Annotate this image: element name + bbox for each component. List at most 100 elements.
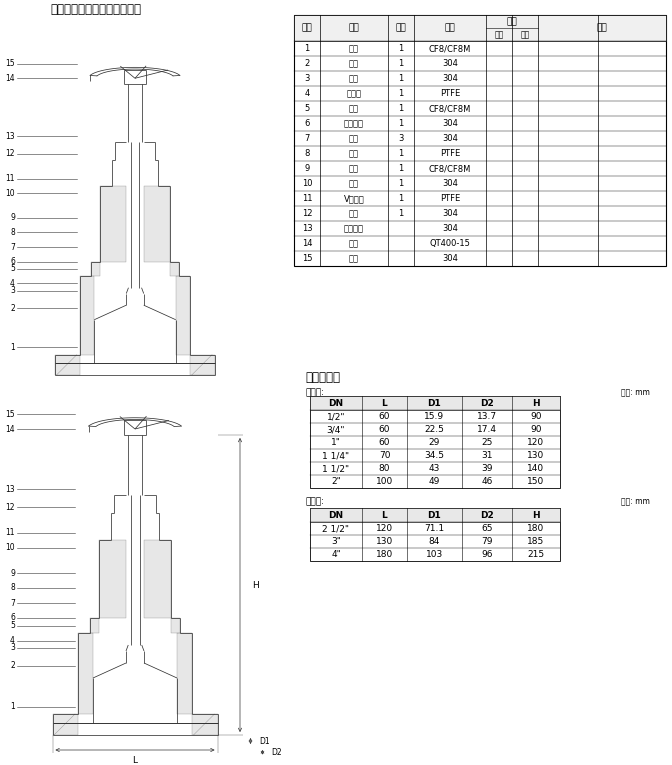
Text: 120: 120 — [528, 438, 544, 447]
Text: 1/2": 1/2" — [327, 412, 345, 421]
Bar — [294, 15, 666, 266]
Text: 线条: 线条 — [349, 149, 359, 158]
Text: 31: 31 — [481, 451, 493, 460]
Text: 1: 1 — [398, 149, 404, 158]
Text: 1: 1 — [398, 44, 404, 53]
Text: 71.1: 71.1 — [425, 524, 445, 533]
Text: L: L — [382, 399, 387, 408]
Text: L: L — [132, 756, 138, 765]
Text: 60: 60 — [379, 425, 390, 434]
Text: D2: D2 — [480, 510, 494, 519]
Text: 单位: mm: 单位: mm — [621, 497, 650, 506]
Text: H: H — [532, 510, 540, 519]
Polygon shape — [52, 714, 78, 735]
Text: 单位: mm: 单位: mm — [621, 389, 650, 398]
Text: 304: 304 — [442, 254, 458, 263]
Text: 185: 185 — [528, 537, 544, 546]
Text: 11: 11 — [5, 174, 15, 183]
Text: 1: 1 — [398, 179, 404, 188]
Text: 垫圈: 垫圈 — [349, 179, 359, 188]
Polygon shape — [55, 355, 80, 375]
Text: 2": 2" — [331, 477, 341, 486]
Polygon shape — [100, 186, 126, 262]
Text: 总计: 总计 — [520, 30, 530, 39]
Text: 螺母: 螺母 — [349, 254, 359, 263]
Text: 304: 304 — [442, 209, 458, 218]
Text: 1 1/2": 1 1/2" — [323, 464, 349, 473]
Text: 70: 70 — [379, 451, 390, 460]
Polygon shape — [177, 633, 192, 714]
Text: 14: 14 — [302, 239, 312, 248]
Text: 10: 10 — [302, 179, 312, 188]
Text: 数量: 数量 — [396, 24, 407, 32]
Text: PTFE: PTFE — [440, 194, 460, 203]
Text: 备注: 备注 — [597, 24, 607, 32]
Text: 材料: 材料 — [445, 24, 456, 32]
Bar — [310, 508, 560, 561]
Text: 120: 120 — [376, 524, 393, 533]
Text: 130: 130 — [528, 451, 544, 460]
Text: PTFE: PTFE — [440, 89, 460, 98]
Text: 100: 100 — [376, 477, 393, 486]
Text: 6: 6 — [304, 119, 310, 128]
Polygon shape — [91, 262, 100, 276]
Text: 1: 1 — [398, 74, 404, 83]
Text: 15: 15 — [5, 409, 15, 418]
Text: 7: 7 — [304, 134, 310, 143]
Text: 304: 304 — [442, 224, 458, 233]
Text: 1: 1 — [10, 343, 15, 352]
Polygon shape — [144, 540, 171, 618]
Text: 螺母: 螺母 — [349, 59, 359, 68]
Text: 12: 12 — [5, 149, 15, 158]
Text: 65: 65 — [481, 524, 493, 533]
Bar — [310, 396, 560, 488]
Text: 1": 1" — [331, 438, 341, 447]
Text: 尺寸表:: 尺寸表: — [305, 389, 324, 398]
Text: 单件: 单件 — [495, 30, 503, 39]
Bar — [310, 508, 560, 522]
Text: 9: 9 — [304, 164, 310, 173]
Text: QT400-15: QT400-15 — [429, 239, 470, 248]
Text: 主要零部件材质适用温度参数: 主要零部件材质适用温度参数 — [50, 2, 141, 15]
Text: 3": 3" — [331, 537, 341, 546]
Text: CF8/CF8M: CF8/CF8M — [429, 104, 471, 113]
Text: 2: 2 — [10, 662, 15, 670]
Polygon shape — [78, 633, 93, 714]
Polygon shape — [170, 262, 179, 276]
Text: 46: 46 — [481, 477, 493, 486]
Text: 215: 215 — [528, 550, 544, 559]
Text: 5: 5 — [10, 621, 15, 630]
Text: 1: 1 — [398, 89, 404, 98]
Text: 3: 3 — [10, 643, 15, 653]
Text: 10: 10 — [5, 189, 15, 197]
Text: L: L — [382, 510, 387, 519]
Text: 6: 6 — [10, 257, 15, 266]
Polygon shape — [175, 276, 190, 355]
Text: 阀塞: 阀塞 — [349, 104, 359, 113]
Bar — [310, 396, 560, 410]
Text: 12: 12 — [5, 503, 15, 512]
Text: 1: 1 — [398, 59, 404, 68]
Text: 名称: 名称 — [349, 24, 360, 32]
Text: 96: 96 — [481, 550, 493, 559]
Text: 8: 8 — [304, 149, 310, 158]
Text: 14: 14 — [5, 425, 15, 434]
Text: V型填料: V型填料 — [343, 194, 364, 203]
Text: 25: 25 — [481, 438, 493, 447]
Text: 4: 4 — [304, 89, 310, 98]
Polygon shape — [190, 355, 215, 375]
Text: 2: 2 — [10, 304, 15, 313]
Text: 180: 180 — [376, 550, 393, 559]
Text: 15.9: 15.9 — [425, 412, 445, 421]
Text: 3: 3 — [304, 74, 310, 83]
Text: 4: 4 — [10, 279, 15, 288]
Text: 180: 180 — [528, 524, 544, 533]
Text: 17.4: 17.4 — [477, 425, 497, 434]
Text: 9: 9 — [10, 568, 15, 578]
Text: 并紧螺帽: 并紧螺帽 — [344, 224, 364, 233]
Text: 4: 4 — [10, 636, 15, 645]
Text: 150: 150 — [528, 477, 544, 486]
Text: 3/4": 3/4" — [327, 425, 345, 434]
Text: 尺寸表:: 尺寸表: — [305, 497, 324, 506]
Text: 5: 5 — [10, 265, 15, 273]
